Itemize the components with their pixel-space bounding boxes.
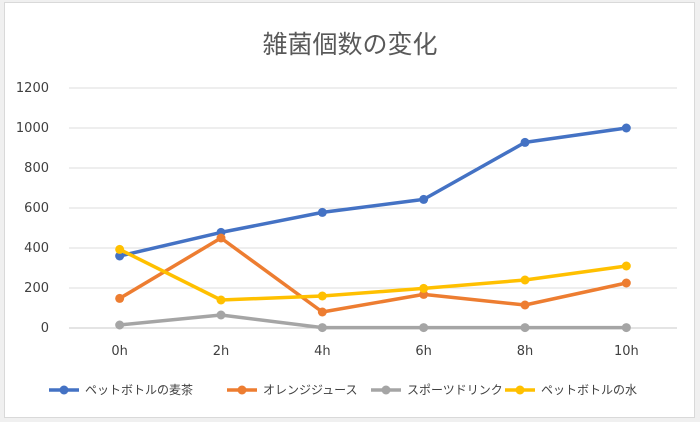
- data-point: [115, 293, 125, 303]
- chart-frame: 雑菌個数の変化 0 200 400 600 800 1000 1200 0h 2h 4h 6h 8h…: [4, 2, 695, 418]
- y-axis-ticks: 0 200 400 600 800 1000 1200: [16, 81, 49, 336]
- data-point: [621, 323, 631, 333]
- y-tick-label: 200: [24, 281, 49, 296]
- series-4: [115, 244, 631, 305]
- line-chart: 雑菌個数の変化 0 200 400 600 800 1000 1200 0h 2h 4h 6h 8h…: [16, 30, 677, 397]
- legend-label: ペットボトルの麦茶: [85, 382, 193, 397]
- x-axis-ticks: 0h 2h 4h 6h 8h 10h: [111, 344, 638, 359]
- data-point: [520, 323, 530, 333]
- x-tick-label: 10h: [614, 344, 639, 359]
- series-2: [115, 233, 631, 317]
- legend-item: オレンジジュース: [227, 383, 358, 397]
- legend-label: ペットボトルの水: [541, 383, 637, 397]
- chart-title: 雑菌個数の変化: [262, 30, 437, 59]
- data-point: [115, 251, 125, 261]
- y-tick-label: 0: [41, 321, 49, 336]
- legend-item: ペットボトルの水: [505, 383, 637, 397]
- y-tick-label: 1200: [16, 81, 49, 96]
- series-line: [117, 247, 629, 302]
- series-1: [115, 123, 631, 261]
- data-point: [115, 320, 125, 330]
- x-tick-label: 8h: [517, 344, 534, 359]
- data-point: [419, 283, 429, 293]
- data-point: [216, 295, 226, 305]
- data-point: [115, 244, 125, 254]
- y-tick-label: 800: [24, 161, 49, 176]
- data-point: [621, 261, 631, 271]
- data-point: [419, 194, 429, 204]
- series-3: [115, 310, 631, 333]
- series-line: [117, 126, 629, 258]
- data-point: [317, 323, 327, 333]
- y-tick-label: 400: [24, 241, 49, 256]
- series-layer: [115, 123, 631, 333]
- grid-layer: [69, 87, 677, 329]
- data-point: [317, 307, 327, 317]
- legend-label: オレンジジュース: [263, 383, 358, 397]
- legend-item: ペットボトルの麦茶: [49, 382, 193, 397]
- x-tick-label: 0h: [111, 344, 128, 359]
- x-tick-label: 2h: [213, 344, 230, 359]
- y-tick-label: 1000: [16, 121, 49, 136]
- x-tick-label: 4h: [314, 344, 331, 359]
- data-point: [621, 123, 631, 133]
- data-point: [216, 310, 226, 320]
- legend-swatch-marker: [515, 385, 525, 395]
- data-point: [216, 233, 226, 243]
- data-point: [317, 207, 327, 217]
- data-point: [621, 278, 631, 288]
- data-point: [520, 137, 530, 147]
- data-point: [317, 291, 327, 301]
- data-point: [419, 323, 429, 333]
- y-tick-label: 600: [24, 201, 49, 216]
- legend-swatch-marker: [237, 385, 247, 395]
- legend: ペットボトルの麦茶 オレンジジュース スポーツドリンク ペットボトルの水: [49, 382, 637, 397]
- series-line: [117, 236, 629, 314]
- legend-item: スポーツドリンク: [371, 383, 503, 397]
- series-line: [117, 313, 629, 330]
- data-point: [520, 300, 530, 310]
- legend-swatch-marker: [59, 385, 69, 395]
- legend-label: スポーツドリンク: [407, 383, 503, 397]
- data-point: [520, 275, 530, 285]
- legend-swatch-marker: [381, 385, 391, 395]
- x-tick-label: 6h: [415, 344, 432, 359]
